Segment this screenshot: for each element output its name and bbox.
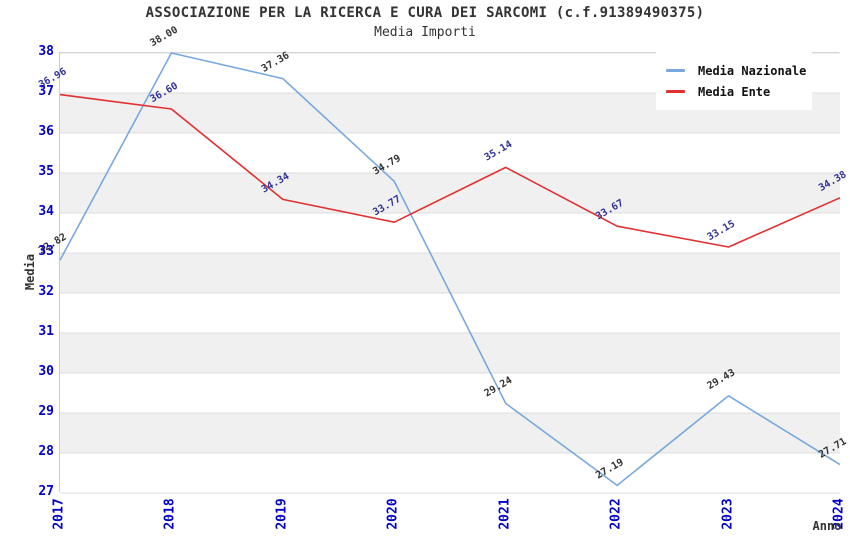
plot-area: 32.82 38.00 37.36 34.79 29.24 27.19 29.43 27.71… [37, 25, 849, 494]
y-tick-label: 27 [38, 484, 54, 499]
y-tick-label: 33 [38, 244, 54, 259]
legend: Media Nazionale Media Ente [656, 52, 812, 110]
chart-subtitle: Media Importi [374, 25, 476, 40]
y-tick-label: 38 [38, 44, 54, 59]
legend-item-media-ente: Media Ente [666, 81, 806, 102]
x-tick-label: 2019 [274, 498, 290, 530]
legend-label: Media Ente [698, 84, 771, 99]
x-tick-label: 2022 [608, 498, 624, 530]
plot-band [60, 173, 840, 213]
y-tick-label: 30 [38, 364, 54, 379]
legend-item-media-nazionale: Media Nazionale [666, 60, 806, 81]
plot-band [60, 333, 840, 373]
x-tick-label: 2020 [385, 498, 401, 530]
y-tick-label: 34 [38, 204, 54, 219]
plot-band [60, 213, 840, 253]
x-tick-label: 2021 [497, 498, 513, 530]
x-axis-title: Anno [812, 519, 842, 533]
x-tick-label: 2017 [51, 498, 67, 530]
y-tick-label: 31 [38, 324, 54, 339]
legend-marker-icon [666, 69, 685, 72]
chart-title: ASSOCIAZIONE PER LA RICERCA E CURA DEI S… [145, 5, 705, 21]
series-line-media-ente [59, 93, 841, 248]
y-tick-label: 29 [38, 404, 54, 419]
plot-band [60, 253, 840, 293]
y-tick-label: 35 [38, 164, 54, 179]
y-tick-label: 28 [38, 444, 54, 459]
plot-band [60, 133, 840, 173]
legend-label: Media Nazionale [698, 63, 807, 78]
legend-marker-icon [666, 90, 685, 93]
y-tick-label: 37 [38, 84, 54, 99]
plot-band [60, 413, 840, 453]
x-tick-label: 2023 [720, 498, 736, 530]
y-tick-label: 32 [38, 284, 54, 299]
plot-band [60, 453, 840, 493]
y-tick-label: 36 [38, 124, 54, 139]
series-line-media-nazionale [59, 52, 841, 487]
plot-band [60, 373, 840, 413]
plot-band [60, 293, 840, 333]
plot-svg: 32.8238.0037.3634.7929.2427.1929.4327.71… [37, 25, 849, 494]
x-tick-label: 2018 [162, 498, 178, 530]
